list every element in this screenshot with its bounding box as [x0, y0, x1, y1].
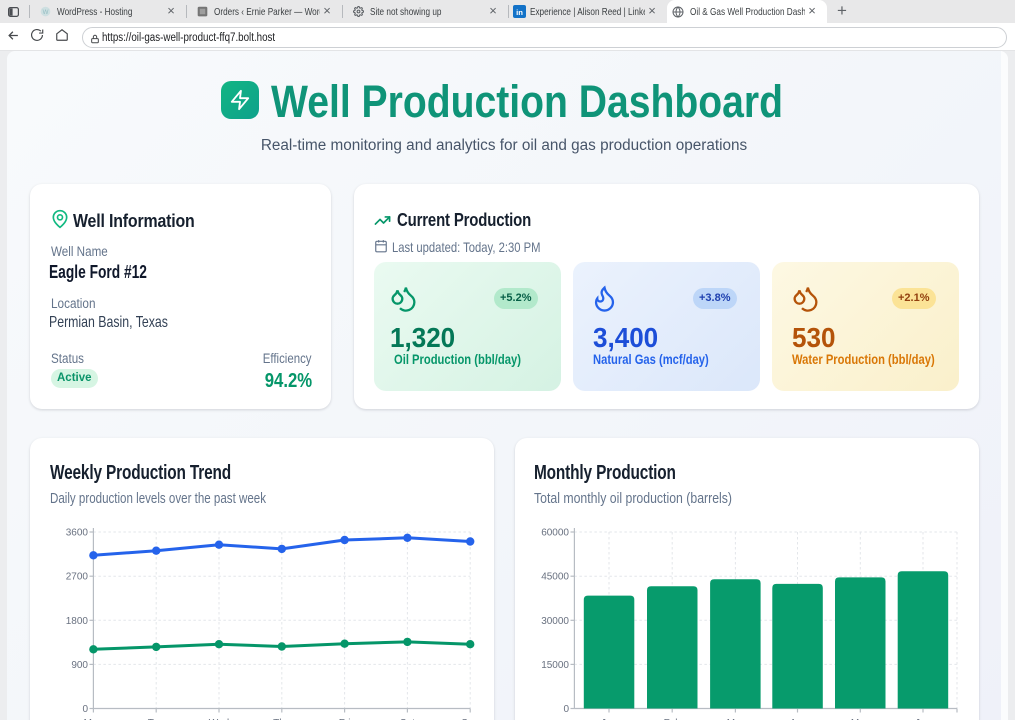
- svg-text:30000: 30000: [541, 616, 569, 627]
- svg-text:Mon: Mon: [84, 718, 103, 720]
- svg-text:15000: 15000: [541, 660, 569, 671]
- svg-text:Jan: Jan: [601, 718, 617, 720]
- svg-text:Wed: Wed: [209, 718, 229, 720]
- svg-text:in: in: [516, 8, 523, 17]
- svg-text:45000: 45000: [541, 572, 569, 583]
- svg-text:Sun: Sun: [461, 718, 479, 720]
- svg-text:2700: 2700: [66, 572, 89, 583]
- svg-text:Feb: Feb: [664, 718, 682, 720]
- svg-text:60000: 60000: [541, 528, 569, 539]
- svg-text:Mar: Mar: [727, 718, 745, 720]
- svg-text:Thu: Thu: [273, 718, 290, 720]
- svg-text:Tue: Tue: [148, 718, 165, 720]
- svg-text:Fri: Fri: [339, 718, 351, 720]
- svg-text:0: 0: [563, 704, 569, 715]
- svg-text:May: May: [851, 718, 870, 720]
- svg-text:900: 900: [71, 660, 88, 671]
- svg-text:0: 0: [82, 704, 88, 715]
- svg-text:1800: 1800: [66, 616, 89, 627]
- svg-text:Sat: Sat: [400, 718, 415, 720]
- svg-text:Jun: Jun: [915, 718, 931, 720]
- svg-text:Apr: Apr: [790, 718, 806, 720]
- svg-text:W: W: [43, 9, 49, 16]
- svg-text:3600: 3600: [66, 528, 89, 539]
